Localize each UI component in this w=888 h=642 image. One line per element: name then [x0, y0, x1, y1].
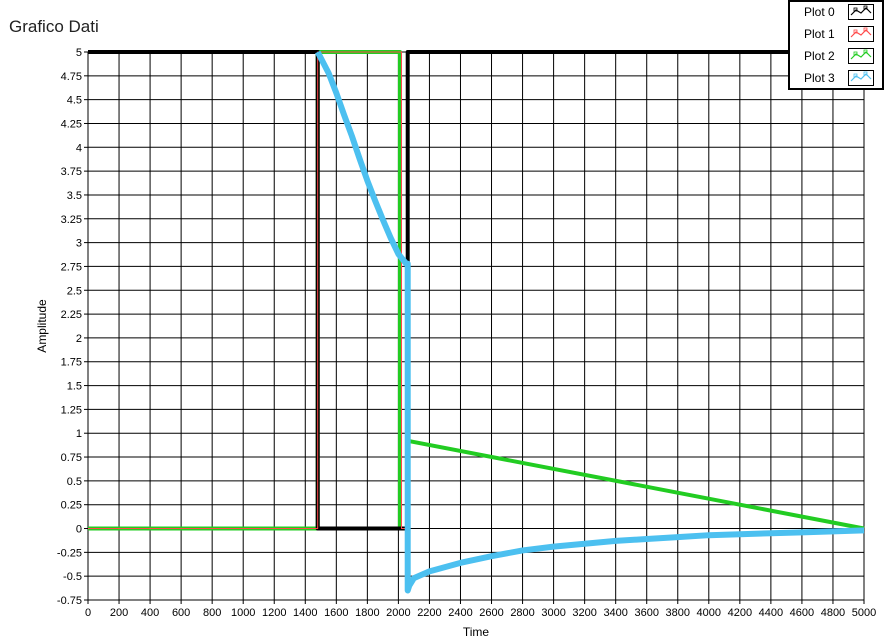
- legend-label: Plot 3: [804, 71, 835, 85]
- x-tick-label: 400: [141, 607, 159, 619]
- y-tick-label: 2.75: [61, 261, 82, 273]
- y-axis-label: Amplitude: [35, 299, 49, 353]
- y-tick-label: 1.75: [61, 357, 82, 369]
- y-tick-label: 1.5: [67, 381, 82, 393]
- x-tick-label: 1000: [231, 607, 255, 619]
- x-tick-label: 1600: [324, 607, 348, 619]
- x-tick-label: 3800: [666, 607, 690, 619]
- x-tick-label: 3400: [603, 607, 627, 619]
- plot3-swatch-icon[interactable]: [848, 70, 874, 86]
- x-tick-label: 1200: [262, 607, 286, 619]
- y-tick-label: 4.75: [61, 71, 82, 83]
- x-tick-label: 2200: [417, 607, 441, 619]
- x-tick-label: 600: [172, 607, 190, 619]
- y-tick-label: 0: [76, 524, 82, 536]
- legend-label: Plot 1: [804, 27, 835, 41]
- y-tick-label: 5: [76, 47, 82, 59]
- plot2-swatch-icon[interactable]: [848, 48, 874, 64]
- x-tick-label: 4600: [790, 607, 814, 619]
- x-tick-label: 2000: [386, 607, 410, 619]
- y-tick-label: 4.25: [61, 118, 82, 130]
- plot1-swatch-icon[interactable]: [848, 26, 874, 42]
- x-tick-label: 3200: [572, 607, 596, 619]
- x-tick-label: 800: [203, 607, 221, 619]
- page-title: Grafico Dati: [9, 17, 99, 36]
- y-tick-label: 4.5: [67, 95, 82, 107]
- y-tick-label: -0.25: [57, 547, 82, 559]
- y-tick-label: 2: [76, 333, 82, 345]
- x-tick-label: 1800: [355, 607, 379, 619]
- x-tick-label: 2400: [448, 607, 472, 619]
- x-tick-label: 0: [85, 607, 91, 619]
- y-tick-label: 4: [76, 142, 82, 154]
- legend-item-plot-0[interactable]: Plot 0: [790, 2, 882, 24]
- y-tick-label: 3.25: [61, 214, 82, 226]
- y-tick-label: 0.75: [61, 452, 82, 464]
- series-line-plot-3: [315, 50, 865, 594]
- x-tick-label: 4000: [697, 607, 721, 619]
- legend-item-plot-3[interactable]: Plot 3: [790, 68, 882, 90]
- legend: Plot 0 Plot 1 Plot 2 Plot 3: [788, 0, 884, 90]
- y-tick-label: 2.5: [67, 285, 82, 297]
- x-axis-label: Time: [463, 625, 490, 639]
- y-tick-label: 3: [76, 238, 82, 250]
- x-tick-label: 2800: [510, 607, 534, 619]
- x-tick-label: 4800: [821, 607, 845, 619]
- y-tick-label: 1: [76, 428, 82, 440]
- legend-label: Plot 2: [804, 49, 835, 63]
- y-tick-label: 0.5: [67, 476, 82, 488]
- y-tick-label: 3.5: [67, 190, 82, 202]
- y-tick-label: -0.5: [63, 571, 82, 583]
- y-tick-label: -0.75: [57, 595, 82, 607]
- x-tick-label: 2600: [479, 607, 503, 619]
- y-tick-label: 0.25: [61, 500, 82, 512]
- legend-item-plot-1[interactable]: Plot 1: [790, 24, 882, 46]
- plot-area: [87, 51, 865, 601]
- x-tick-label: 4200: [728, 607, 752, 619]
- x-tick-label: 200: [110, 607, 128, 619]
- series-line-plot-0: [88, 50, 864, 531]
- x-tick-label: 1400: [293, 607, 317, 619]
- y-tick-label: 3.75: [61, 166, 82, 178]
- x-tick-label: 3600: [634, 607, 658, 619]
- x-tick-label: 3000: [541, 607, 565, 619]
- plot0-swatch-icon[interactable]: [848, 4, 874, 20]
- y-tick-label: 1.25: [61, 404, 82, 416]
- legend-item-plot-2[interactable]: Plot 2: [790, 46, 882, 68]
- x-tick-label: 4400: [759, 607, 783, 619]
- y-tick-label: 2.25: [61, 309, 82, 321]
- x-tick-label: 5000: [852, 607, 876, 619]
- legend-label: Plot 0: [804, 5, 835, 19]
